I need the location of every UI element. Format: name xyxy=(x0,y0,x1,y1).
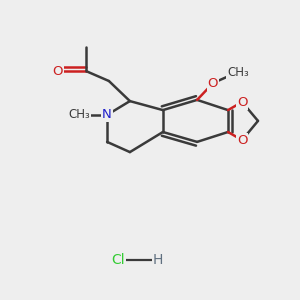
Text: O: O xyxy=(237,95,247,109)
Text: CH₃: CH₃ xyxy=(227,65,249,79)
Text: N: N xyxy=(102,108,112,122)
Text: O: O xyxy=(208,76,218,90)
Text: O: O xyxy=(53,64,63,78)
Text: H: H xyxy=(153,253,163,267)
Text: O: O xyxy=(237,134,247,147)
Text: Cl: Cl xyxy=(111,253,125,267)
Text: CH₃: CH₃ xyxy=(68,108,90,122)
